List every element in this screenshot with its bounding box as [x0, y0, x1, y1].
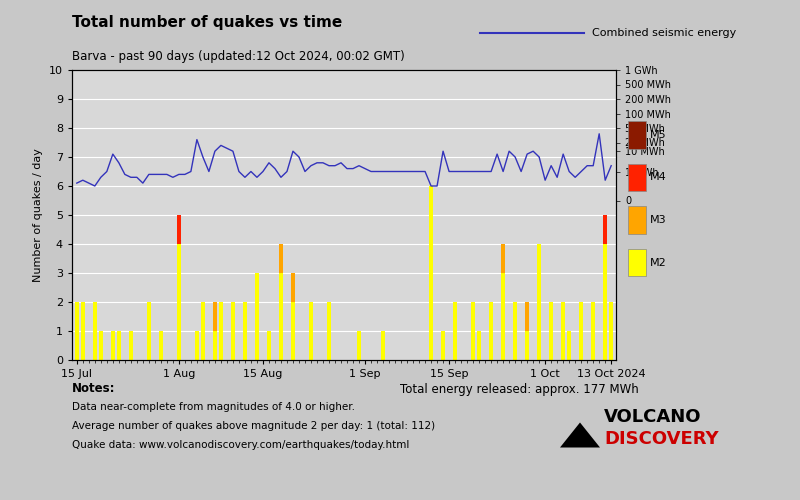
- Bar: [471, 302, 475, 360]
- Bar: [429, 186, 433, 360]
- Bar: [603, 244, 607, 360]
- Bar: [201, 302, 205, 360]
- Bar: [489, 302, 493, 360]
- Bar: [213, 302, 217, 331]
- Bar: [513, 302, 517, 360]
- Bar: [279, 273, 283, 360]
- Bar: [291, 302, 295, 360]
- Bar: [562, 302, 565, 360]
- Bar: [255, 273, 259, 360]
- Bar: [129, 331, 133, 360]
- Text: M3: M3: [650, 215, 666, 225]
- Text: Quake data: www.volcanodiscovery.com/earthquakes/today.html: Quake data: www.volcanodiscovery.com/ear…: [72, 440, 410, 450]
- Bar: [279, 244, 283, 273]
- Bar: [327, 302, 331, 360]
- Bar: [99, 331, 102, 360]
- Text: M4: M4: [650, 172, 666, 182]
- Text: Average number of quakes above magnitude 2 per day: 1 (total: 112): Average number of quakes above magnitude…: [72, 421, 435, 431]
- Text: M2: M2: [650, 258, 666, 268]
- Bar: [267, 331, 271, 360]
- Bar: [177, 244, 181, 360]
- Bar: [501, 244, 505, 273]
- Text: VOLCANO: VOLCANO: [604, 408, 702, 426]
- Bar: [195, 331, 199, 360]
- Text: Total energy released: approx. 177 MWh: Total energy released: approx. 177 MWh: [400, 382, 638, 396]
- Bar: [550, 302, 553, 360]
- Bar: [579, 302, 583, 360]
- Bar: [159, 331, 163, 360]
- Bar: [219, 302, 223, 360]
- Text: DISCOVERY: DISCOVERY: [604, 430, 718, 448]
- Y-axis label: Number of quakes / day: Number of quakes / day: [34, 148, 43, 282]
- Bar: [525, 302, 529, 331]
- Text: Notes:: Notes:: [72, 382, 115, 396]
- Bar: [610, 302, 613, 360]
- Bar: [75, 302, 78, 360]
- Bar: [357, 331, 361, 360]
- Bar: [537, 244, 541, 360]
- Bar: [111, 331, 114, 360]
- Bar: [231, 302, 235, 360]
- Bar: [213, 331, 217, 360]
- Bar: [381, 331, 385, 360]
- Text: Combined seismic energy: Combined seismic energy: [592, 28, 736, 38]
- Text: Total number of quakes vs time: Total number of quakes vs time: [72, 15, 342, 30]
- Bar: [93, 302, 97, 360]
- Bar: [591, 302, 595, 360]
- Bar: [501, 273, 505, 360]
- Bar: [477, 331, 481, 360]
- Bar: [117, 331, 121, 360]
- Bar: [567, 331, 571, 360]
- Text: M5: M5: [650, 130, 666, 140]
- Bar: [243, 302, 247, 360]
- Text: Barva - past 90 days (updated:12 Oct 2024, 00:02 GMT): Barva - past 90 days (updated:12 Oct 202…: [72, 50, 405, 63]
- Bar: [453, 302, 457, 360]
- Bar: [147, 302, 151, 360]
- Bar: [177, 215, 181, 244]
- Text: Data near-complete from magnitudes of 4.0 or higher.: Data near-complete from magnitudes of 4.…: [72, 402, 355, 412]
- Bar: [81, 302, 85, 360]
- Bar: [309, 302, 313, 360]
- Bar: [603, 215, 607, 244]
- Bar: [525, 331, 529, 360]
- Bar: [291, 273, 295, 302]
- Bar: [441, 331, 445, 360]
